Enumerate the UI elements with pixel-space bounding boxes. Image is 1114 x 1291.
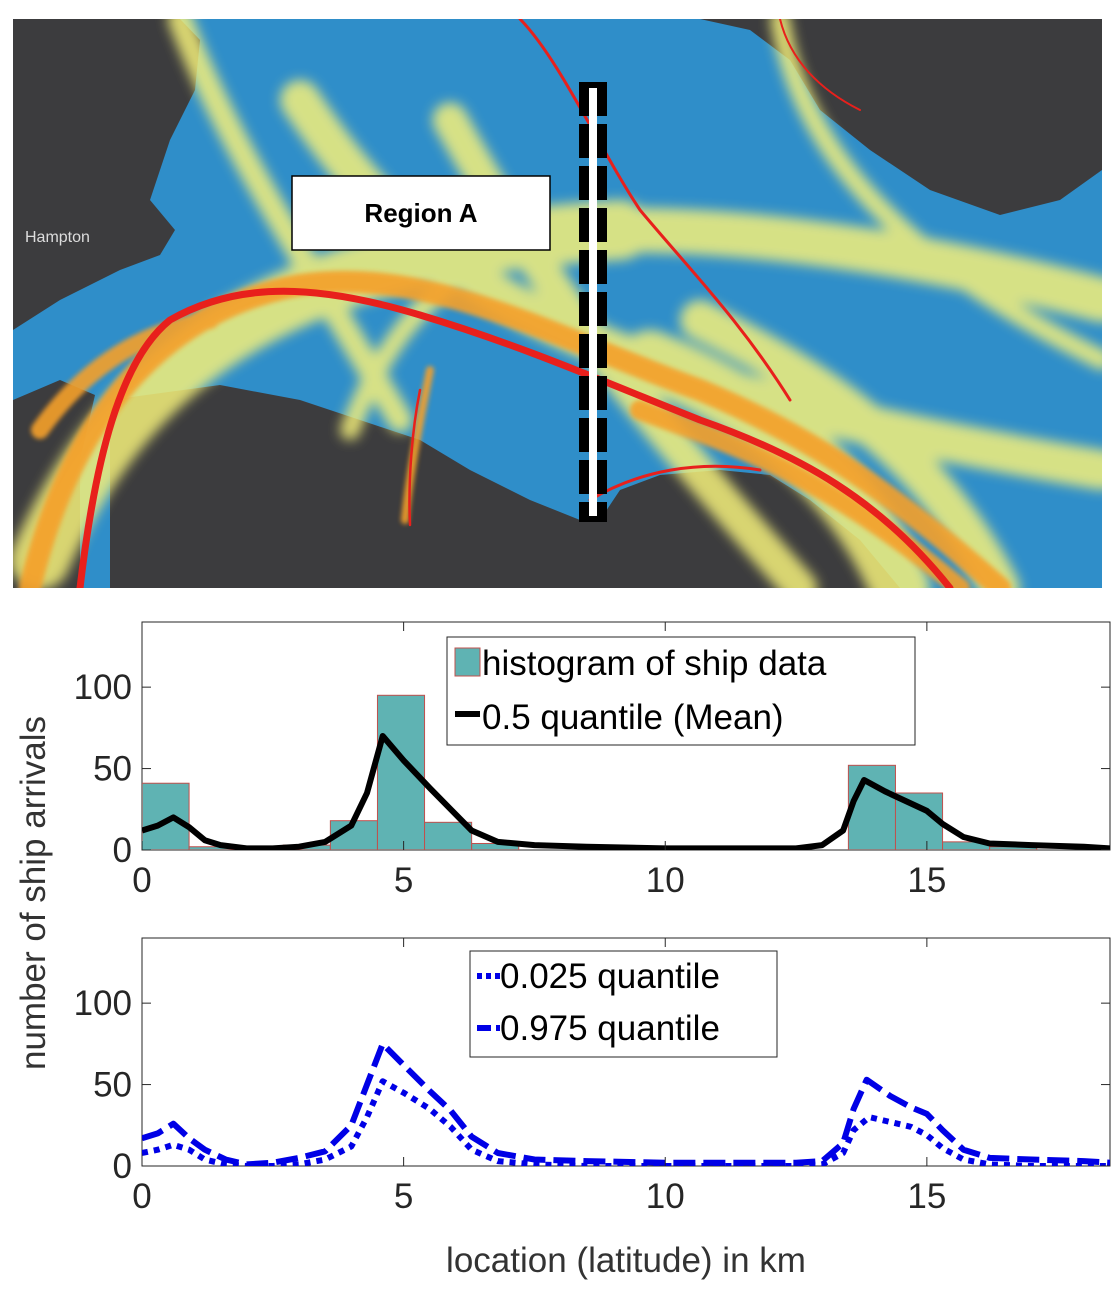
histogram-bar [424,821,473,850]
legend-top: histogram of ship data 0.5 quantile (Mea… [446,636,916,746]
y-tick-label: 50 [93,1066,132,1105]
legend-label-q025: 0.025 quantile [500,957,720,996]
map-high-density-lanes [76,19,954,588]
legend-label-q975: 0.975 quantile [500,1009,720,1048]
y-tick-label: 100 [74,984,132,1023]
y-tick-label: 0 [113,831,132,870]
y-tick-label: 50 [93,750,132,789]
histogram-bar [142,782,190,850]
chart-histogram: 0 5 10 15 0 50 100 histogram of ship data 0.5 … [74,621,1111,900]
quantile-lines [142,1040,1110,1166]
x-tick-label: 15 [907,861,946,900]
ship-density-map: Region A Hampton [13,19,1102,588]
x-tick-label: 10 [646,861,685,900]
legend-swatch-histogram [454,647,481,677]
legend-label-mean: 0.5 quantile (Mean) [482,698,784,737]
histogram-bar [847,764,896,850]
x-tick-label: 0 [132,861,151,900]
x-tick-label: 0 [132,1177,151,1216]
x-tick-label: 10 [646,1177,685,1216]
series-line-top-1 [142,733,1110,850]
region-label-box: Region A [291,175,551,251]
region-label: Region A [364,198,477,228]
legend-label-histogram: histogram of ship data [482,644,827,683]
histogram-lines [142,733,1110,850]
legend-bottom-box [469,950,778,1058]
bottom-axis-ticks: 0 5 10 15 0 50 100 [74,938,1110,1216]
x-tick-label: 5 [394,1177,413,1216]
legend-top-box [446,636,916,746]
y-tick-label: 0 [113,1147,132,1186]
place-label-hampton: Hampton [25,229,90,246]
y-tick-label: 100 [74,668,132,707]
series-line-bottom-1 [142,1040,1110,1166]
x-tick-label: 15 [907,1177,946,1216]
chart-quantiles: 0 5 10 15 0 50 100 0.025 quantile 0.975 quanti… [74,937,1111,1216]
series-line-bottom-0 [142,1078,1110,1166]
legend-bottom: 0.025 quantile 0.975 quantile [469,950,778,1058]
y-axis-label: number of ship arrivals [14,716,53,1070]
x-tick-label: 5 [394,861,413,900]
x-axis-label: location (latitude) in km [446,1241,806,1280]
top-axis-ticks: 0 5 10 15 0 50 100 [74,622,1110,900]
